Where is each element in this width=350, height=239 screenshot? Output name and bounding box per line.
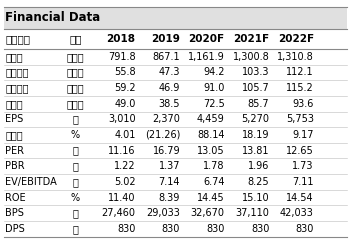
Text: BPS: BPS [5,208,24,218]
Text: 5.02: 5.02 [114,177,135,187]
Text: 11.16: 11.16 [108,146,135,156]
Text: 세전이익: 세전이익 [5,83,29,93]
Text: 94.2: 94.2 [203,67,225,77]
Text: 2018: 2018 [106,34,135,44]
Text: (21.26): (21.26) [145,130,180,140]
Text: 47.3: 47.3 [159,67,180,77]
Text: 32,670: 32,670 [191,208,225,218]
Text: 15.10: 15.10 [241,193,269,202]
Text: 791.8: 791.8 [108,52,135,62]
Text: %: % [71,130,80,140]
Text: 6.74: 6.74 [203,177,225,187]
Text: 42,033: 42,033 [280,208,314,218]
Text: 증감율: 증감율 [5,130,23,140]
Text: 2021F: 2021F [233,34,269,44]
Text: 115.2: 115.2 [286,83,314,93]
Text: 1,300.8: 1,300.8 [232,52,269,62]
Text: 38.5: 38.5 [159,99,180,109]
Text: 1.73: 1.73 [292,161,314,171]
Text: %: % [71,193,80,202]
Text: 4,459: 4,459 [197,114,225,124]
Text: 2020F: 2020F [189,34,225,44]
Text: 112.1: 112.1 [286,67,314,77]
Text: 72.5: 72.5 [203,99,225,109]
Text: 91.0: 91.0 [203,83,225,93]
Text: 2,370: 2,370 [152,114,180,124]
Text: 매출액: 매출액 [5,52,23,62]
Text: 투자지표: 투자지표 [5,34,30,44]
Text: 16.79: 16.79 [153,146,180,156]
Text: 2019: 2019 [151,34,180,44]
Text: EV/EBITDA: EV/EBITDA [5,177,57,187]
Text: 1.96: 1.96 [248,161,269,171]
Text: 원: 원 [72,208,78,218]
Text: 93.6: 93.6 [293,99,314,109]
Text: 3,010: 3,010 [108,114,135,124]
Text: 830: 830 [251,224,269,234]
Text: 9.17: 9.17 [292,130,314,140]
Text: 18.19: 18.19 [242,130,269,140]
Text: 순이익: 순이익 [5,99,23,109]
Text: 7.14: 7.14 [159,177,180,187]
Text: 7.11: 7.11 [292,177,314,187]
Text: 49.0: 49.0 [114,99,135,109]
Text: 십억원: 십억원 [67,99,84,109]
Text: 830: 830 [162,224,180,234]
Text: 배: 배 [72,146,78,156]
Text: 1,161.9: 1,161.9 [188,52,225,62]
Text: 11.40: 11.40 [108,193,135,202]
Text: 88.14: 88.14 [197,130,225,140]
Text: 105.7: 105.7 [241,83,269,93]
Text: 59.2: 59.2 [114,83,135,93]
Text: 원: 원 [72,224,78,234]
Text: 영업이익: 영업이익 [5,67,29,77]
Text: 12.65: 12.65 [286,146,314,156]
Text: 십억원: 십억원 [67,83,84,93]
Text: 103.3: 103.3 [242,67,269,77]
Text: 27,460: 27,460 [102,208,135,218]
Text: Financial Data: Financial Data [5,11,100,24]
Text: 4.01: 4.01 [114,130,135,140]
Text: 1,310.8: 1,310.8 [277,52,314,62]
Text: PER: PER [5,146,24,156]
Text: DPS: DPS [5,224,25,234]
Text: 14.54: 14.54 [286,193,314,202]
Text: 1.78: 1.78 [203,161,225,171]
Text: 830: 830 [295,224,314,234]
Text: 46.9: 46.9 [159,83,180,93]
Text: 1.22: 1.22 [114,161,135,171]
Text: 8.39: 8.39 [159,193,180,202]
Text: 13.81: 13.81 [242,146,269,156]
Text: 단위: 단위 [69,34,82,44]
Text: 배: 배 [72,177,78,187]
Text: 13.05: 13.05 [197,146,225,156]
Text: 85.7: 85.7 [248,99,269,109]
Text: EPS: EPS [5,114,23,124]
Text: 14.45: 14.45 [197,193,225,202]
Text: 37,110: 37,110 [236,208,269,218]
Text: 1.37: 1.37 [159,161,180,171]
Text: 29,033: 29,033 [146,208,180,218]
Text: 십억원: 십억원 [67,52,84,62]
Text: 5,753: 5,753 [286,114,314,124]
Text: 십억원: 십억원 [67,67,84,77]
Text: 55.8: 55.8 [114,67,135,77]
Text: 867.1: 867.1 [153,52,180,62]
Text: 원: 원 [72,114,78,124]
Text: 830: 830 [117,224,135,234]
Bar [4,7,346,29]
Text: 830: 830 [206,224,225,234]
Text: 2022F: 2022F [278,34,314,44]
Text: ROE: ROE [5,193,26,202]
Text: PBR: PBR [5,161,25,171]
Text: 5,270: 5,270 [241,114,269,124]
Text: 배: 배 [72,161,78,171]
Text: 8.25: 8.25 [248,177,269,187]
